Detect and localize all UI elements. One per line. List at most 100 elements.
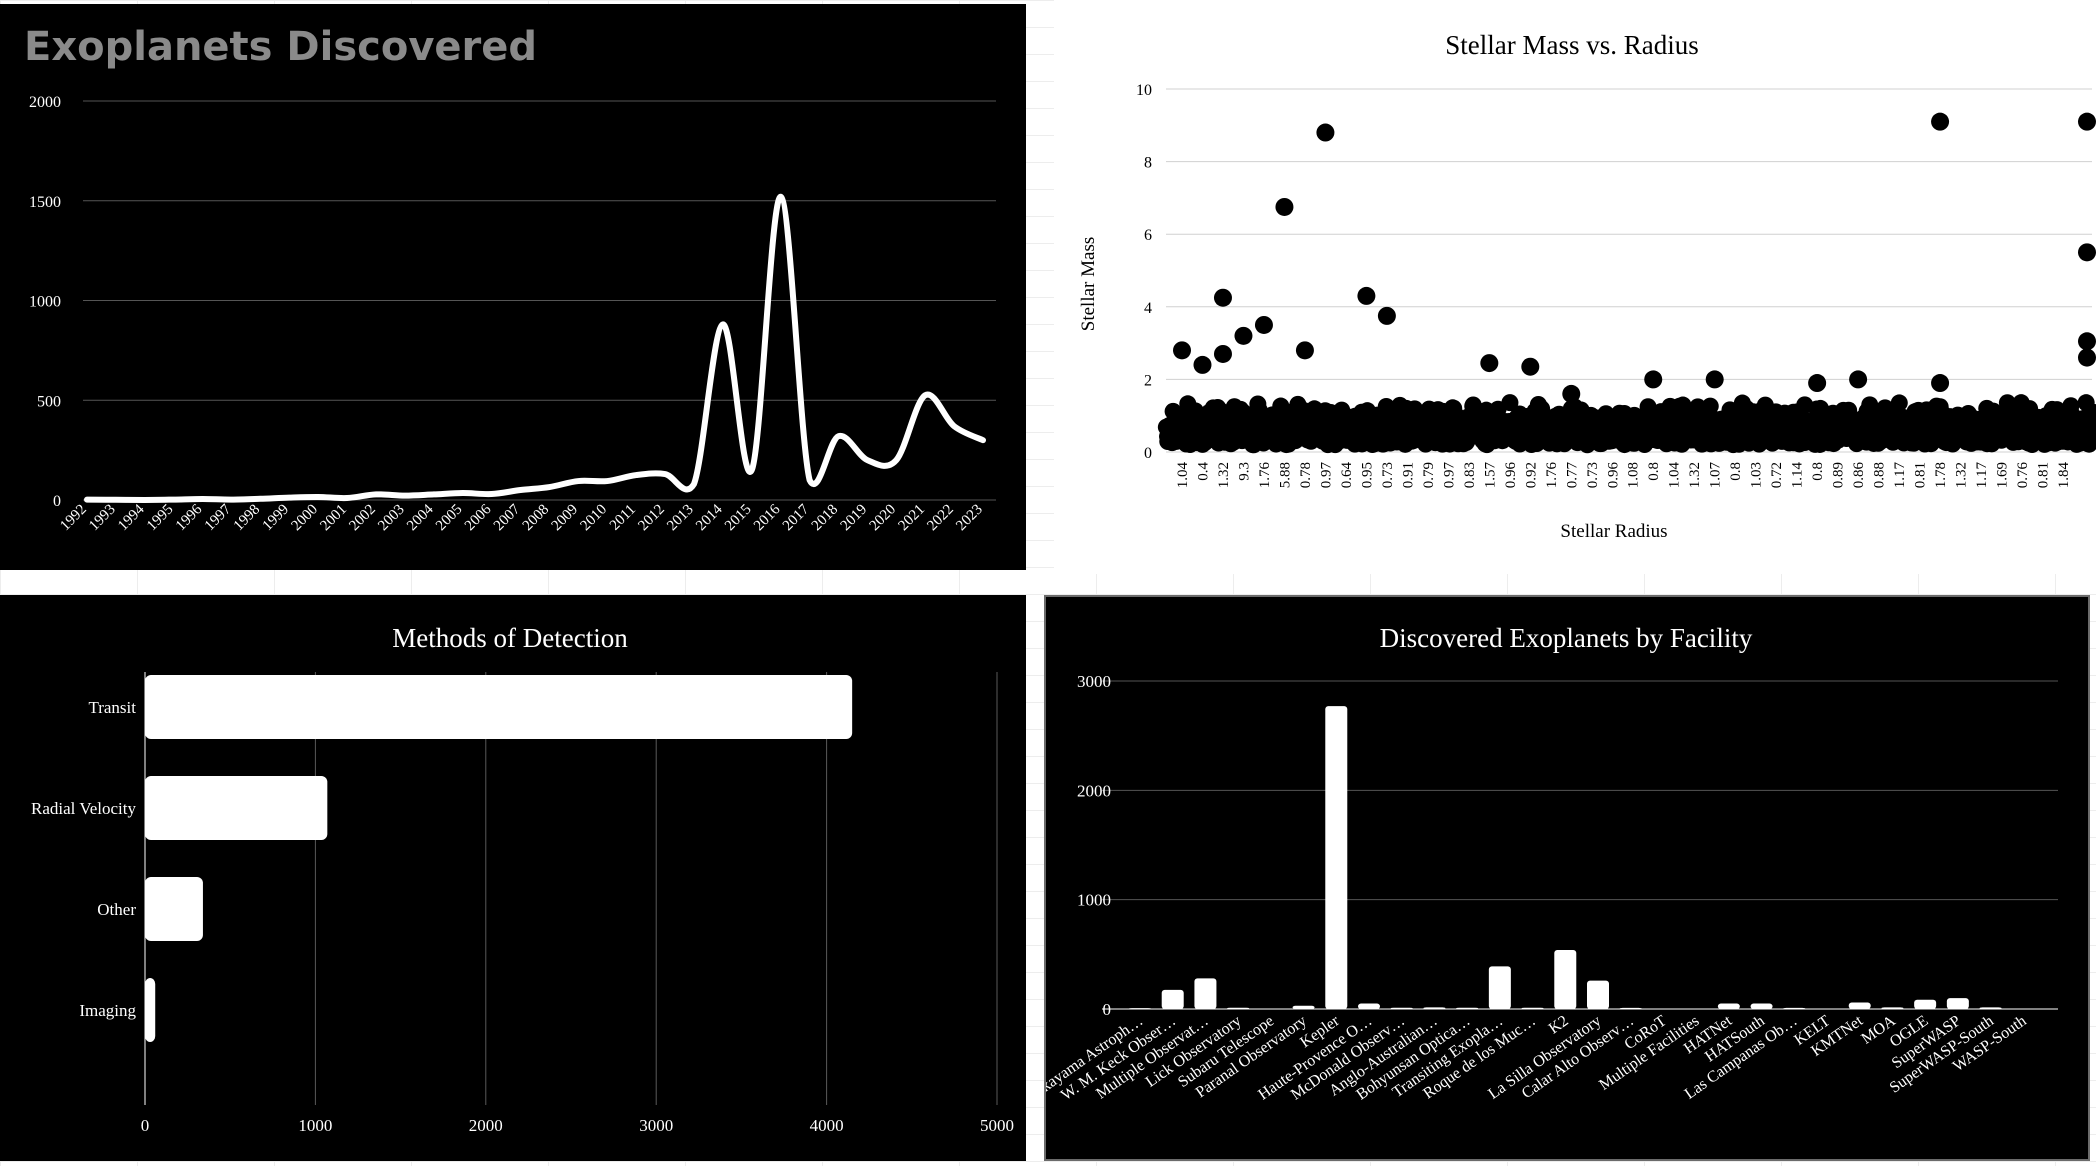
scatter-x-tick-label: 1.04 [1175, 462, 1191, 489]
scatter-x-tick-label: 0.81 [1913, 462, 1929, 488]
methods-of-detection-chart[interactable]: Methods of Detection 0 1000 2000 3000 4000 50… [0, 595, 1026, 1161]
scatter-y-axis-label: Stellar Mass [1078, 237, 1099, 331]
scatter-x-tick-label: 0.73 [1585, 462, 1601, 488]
scatter-point [1173, 341, 1191, 360]
line-x-tick-label: 1998 [231, 502, 264, 535]
scatter-point [2078, 332, 2096, 351]
column-bar [1161, 989, 1184, 1009]
bar-x-tick-label: 1000 [298, 1116, 332, 1135]
scatter-x-tick-label: 0.77 [1564, 462, 1580, 489]
line-x-tick-label: 2003 [375, 502, 408, 535]
line-x-tick-label: 2006 [462, 501, 495, 534]
scatter-x-tick-label: 1.57 [1482, 462, 1498, 489]
column-bar [1554, 949, 1577, 1009]
scatter-x-tick-label: 1.07 [1708, 462, 1724, 489]
scatter-x-tick-label: 0.95 [1359, 462, 1375, 488]
column-bar [1816, 1008, 1838, 1010]
scatter-point [1213, 288, 1232, 307]
scatter-point [1254, 315, 1273, 334]
line-x-tick-label: 2023 [953, 502, 986, 535]
bar-category-label: Transit [88, 698, 136, 717]
line-x-tick-label: 2012 [635, 502, 668, 535]
bar-category-label: Other [97, 900, 136, 919]
column-bar [2012, 1008, 2035, 1010]
column-bar [1259, 1008, 1282, 1010]
column-bar [1587, 980, 1609, 1009]
line-x-tick-label: 2009 [549, 502, 582, 535]
line-x-tick-label: 2011 [607, 502, 639, 534]
line-x-tick-label: 2015 [722, 502, 755, 535]
column-bar [1488, 966, 1511, 1009]
scatter-point [1501, 394, 1519, 412]
column-bar [1717, 1003, 1740, 1009]
bar-x-tick-label: 4000 [810, 1116, 844, 1135]
line-x-tick-label: 2019 [838, 502, 871, 535]
column-bar [1750, 1003, 1773, 1009]
line-x-tick-label: 2005 [433, 502, 466, 535]
column-bar [1456, 1007, 1479, 1009]
column-chart-title: Discovered Exoplanets by Facility [1380, 623, 1753, 653]
line-x-tick-label: 2021 [895, 502, 928, 535]
column-bar [1292, 1005, 1315, 1009]
scatter-x-tick-label: 0.86 [1851, 462, 1867, 489]
line-x-tick-label: 2018 [809, 502, 842, 535]
exoplanets-by-facility-chart[interactable]: Discovered Exoplanets by Facility 0 1000 2… [1044, 595, 2090, 1161]
line-y-tick-label: 500 [37, 393, 61, 410]
line-x-tick-label: 2004 [404, 501, 437, 534]
scatter-x-tick-label: 1.04 [1667, 462, 1683, 489]
scatter-x-tick-label: 1.76 [1257, 462, 1273, 489]
scatter-x-tick-label: 1.17 [1892, 462, 1908, 489]
scatter-x-tick-label: 0.96 [1605, 462, 1621, 489]
bar-x-tick-label: 5000 [980, 1116, 1014, 1135]
scatter-x-tick-label: 0.8 [1810, 462, 1826, 481]
scatter-x-tick-label: 0.91 [1400, 462, 1416, 488]
scatter-x-tick-label: 0.73 [1380, 462, 1396, 488]
scatter-y-tick-label: 4 [1144, 300, 1152, 317]
scatter-point [1931, 112, 1950, 131]
column-y-tick-label: 1000 [1077, 891, 1111, 910]
line-y-tick-label: 0 [53, 493, 61, 510]
scatter-y-tick-label: 10 [1136, 82, 1152, 99]
line-x-tick-label: 2013 [664, 502, 697, 535]
scatter-x-tick-label: 0.89 [1831, 462, 1847, 488]
column-bar [1881, 1007, 1904, 1009]
stellar-mass-radius-chart[interactable]: Stellar Mass vs. Radius Stellar Radius S… [1054, 0, 2096, 574]
scatter-x-tick-label: 1.32 [1954, 462, 1970, 488]
scatter-y-tick-label: 2 [1144, 372, 1152, 389]
scatter-x-tick-label: 1.69 [1995, 462, 2011, 488]
scatter-point [1890, 394, 1908, 412]
column-bar [1129, 1008, 1151, 1010]
scatter-point [1193, 355, 1212, 374]
column-bar [1979, 1007, 2002, 1009]
scatter-x-tick-label: 9.3 [1236, 462, 1252, 481]
scatter-x-tick-label: 0.4 [1195, 462, 1211, 481]
scatter-point [1644, 370, 1663, 389]
bar-x-tick-label: 3000 [639, 1116, 673, 1135]
column-bar [1227, 1007, 1250, 1009]
scatter-point [1840, 401, 1858, 419]
column-bar [1914, 999, 1937, 1009]
column-y-tick-label: 2000 [1077, 781, 1111, 800]
line-x-tick-label: 2010 [578, 502, 611, 535]
scatter-point [1705, 370, 1724, 389]
scatter-x-tick-label: 0.72 [1769, 462, 1785, 488]
scatter-y-tick-label: 6 [1144, 227, 1152, 244]
line-y-tick-label: 1500 [29, 194, 61, 211]
scatter-point [1562, 384, 1581, 403]
scatter-x-tick-label: 0.97 [1441, 462, 1457, 489]
scatter-x-tick-label: 0.78 [1298, 462, 1314, 488]
scatter-point [2078, 112, 2096, 131]
column-bar [1423, 1007, 1446, 1009]
scatter-x-tick-label: 0.81 [2036, 462, 2052, 488]
scatter-x-tick-label: 0.8 [1728, 462, 1744, 481]
line-x-tick-label: 2014 [693, 501, 726, 534]
column-chart-svg: Discovered Exoplanets by Facility 0 1000 2… [1046, 623, 2058, 1104]
bar-other [145, 877, 203, 941]
scatter-point [1377, 306, 1396, 325]
column-y-tick-label: 0 [1103, 1000, 1112, 1019]
bar-category-label: Radial Velocity [31, 799, 136, 818]
scatter-x-tick-label: 1.32 [1216, 462, 1232, 488]
line-x-tick-label: 1996 [173, 501, 206, 534]
column-bar [1848, 1002, 1871, 1009]
exoplanets-discovered-chart[interactable]: Exoplanets Discovered 0 500 1000 1500 2000 19… [0, 4, 1026, 570]
